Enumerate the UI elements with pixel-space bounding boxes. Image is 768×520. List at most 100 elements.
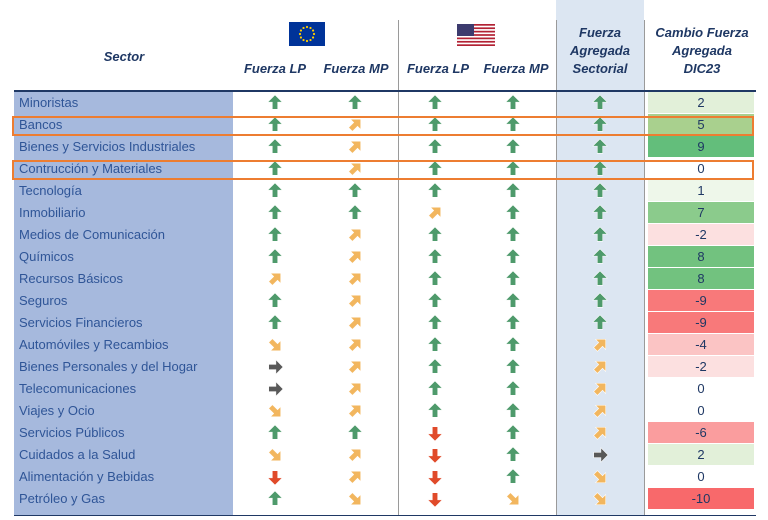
arrow-up-icon [425, 292, 445, 310]
change-value: 8 [648, 268, 754, 289]
arrow-up-icon [425, 402, 445, 420]
change-value: 1 [648, 180, 754, 201]
change-value: -4 [648, 334, 754, 355]
change-value: 0 [648, 378, 754, 399]
header-us-mp: Fuerza MP [483, 61, 549, 76]
sector-label: Bancos [19, 117, 63, 132]
arrow-up-right-icon [590, 402, 610, 420]
header-sector: Sector [103, 49, 145, 64]
arrow-up-icon [345, 204, 365, 222]
arrow-up-icon [265, 94, 285, 112]
sector-label: Inmobiliario [19, 205, 86, 220]
arrow-up-icon [425, 182, 445, 200]
arrow-up-icon [265, 116, 285, 134]
sector-label: Contrucción y Materiales [19, 161, 163, 176]
sector-label: Bienes y Servicios Industriales [19, 139, 196, 154]
arrow-up-icon [503, 204, 523, 222]
aggregate-divider-left [556, 20, 557, 516]
arrow-up-icon [425, 336, 445, 354]
header-aggregate-line3: Sectorial [572, 61, 628, 76]
arrow-right-icon [265, 380, 285, 398]
sector-label: Cuidados a la Salud [19, 447, 136, 462]
arrow-up-right-icon [345, 380, 365, 398]
arrow-down-right-icon [265, 402, 285, 420]
arrow-up-icon [503, 358, 523, 376]
arrow-up-icon [503, 94, 523, 112]
sector-label: Servicios Públicos [19, 425, 125, 440]
arrow-up-icon [425, 94, 445, 112]
arrow-up-icon [503, 468, 523, 486]
arrow-up-icon [590, 292, 610, 310]
arrow-down-icon [425, 468, 445, 486]
arrow-up-icon [590, 182, 610, 200]
arrow-down-right-icon [590, 468, 610, 486]
aggregate-divider-right [644, 20, 645, 516]
sector-label: Químicos [19, 249, 74, 264]
arrow-up-icon [590, 226, 610, 244]
arrow-up-right-icon [345, 314, 365, 332]
arrow-up-icon [265, 226, 285, 244]
arrow-up-icon [503, 446, 523, 464]
change-value: 0 [648, 400, 754, 421]
arrow-up-right-icon [425, 204, 445, 222]
arrow-up-icon [503, 314, 523, 332]
change-value: -2 [648, 224, 754, 245]
arrow-up-right-icon [590, 424, 610, 442]
arrow-up-icon [345, 182, 365, 200]
arrow-up-icon [425, 248, 445, 266]
header-us-lp: Fuerza LP [406, 61, 470, 76]
sector-label: Telecomunicaciones [19, 381, 137, 396]
arrow-up-icon [425, 358, 445, 376]
arrow-up-icon [425, 138, 445, 156]
arrow-up-icon [425, 314, 445, 332]
arrow-up-icon [425, 270, 445, 288]
arrow-up-icon [503, 226, 523, 244]
arrow-up-icon [265, 204, 285, 222]
arrow-up-icon [425, 226, 445, 244]
arrow-up-icon [265, 160, 285, 178]
arrow-up-icon [590, 138, 610, 156]
arrow-up-right-icon [345, 116, 365, 134]
change-value: 5 [648, 114, 754, 135]
sector-label: Petróleo y Gas [19, 491, 105, 506]
region-divider [398, 20, 399, 516]
arrow-right-icon [265, 358, 285, 376]
change-value: -9 [648, 312, 754, 333]
arrow-down-right-icon [503, 490, 523, 508]
arrow-up-icon [503, 182, 523, 200]
arrow-up-icon [345, 94, 365, 112]
arrow-down-right-icon [265, 336, 285, 354]
sector-label: Minoristas [19, 95, 79, 110]
change-value: 7 [648, 202, 754, 223]
sector-label: Viajes y Ocio [19, 403, 95, 418]
arrow-up-right-icon [265, 270, 285, 288]
arrow-up-icon [503, 402, 523, 420]
arrow-up-icon [590, 248, 610, 266]
header-aggregate-line1: Fuerza [579, 25, 621, 40]
arrow-up-right-icon [345, 446, 365, 464]
arrow-up-icon [425, 160, 445, 178]
arrow-up-icon [265, 182, 285, 200]
bottom-rule [14, 515, 756, 516]
change-value: 0 [648, 158, 754, 179]
sector-label: Servicios Financieros [19, 315, 143, 330]
change-value: -10 [648, 488, 754, 509]
arrow-up-icon [503, 248, 523, 266]
arrow-up-icon [425, 380, 445, 398]
arrow-up-icon [265, 314, 285, 332]
arrow-up-icon [265, 490, 285, 508]
arrow-down-right-icon [265, 446, 285, 464]
arrow-up-icon [503, 380, 523, 398]
eu-flag-icon [289, 22, 325, 46]
us-flag-icon [457, 24, 495, 46]
header-aggregate-line2: Agregada [570, 43, 630, 58]
arrow-up-icon [590, 204, 610, 222]
arrow-up-right-icon [345, 160, 365, 178]
arrow-up-icon [265, 138, 285, 156]
sector-label: Bienes Personales y del Hogar [19, 359, 198, 374]
arrow-right-icon [590, 446, 610, 464]
change-value: 9 [648, 136, 754, 157]
sector-label: Medios de Comunicación [19, 227, 165, 242]
arrow-down-icon [425, 490, 445, 508]
header-aggregate: Fuerza Agregada Sectorial [556, 24, 644, 78]
